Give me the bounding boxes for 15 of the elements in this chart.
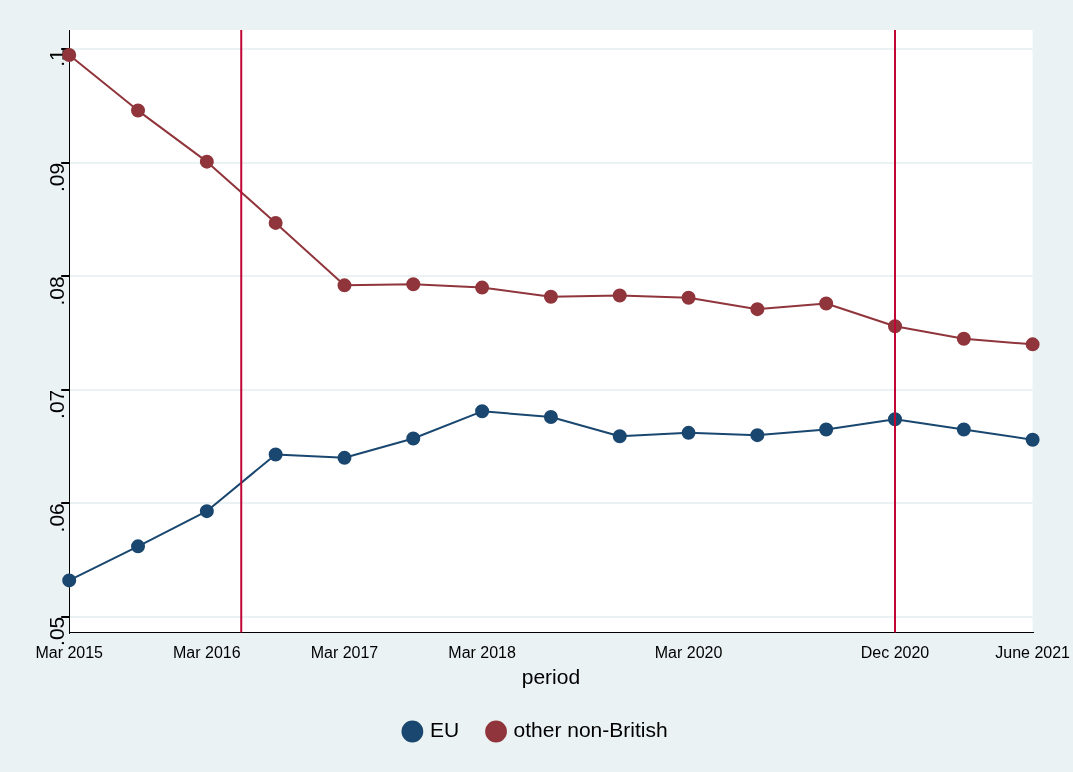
x-axis-title: period xyxy=(521,665,581,689)
x-tick-label: Mar 2016 xyxy=(173,643,241,661)
y-tick-label: .09 xyxy=(45,162,68,192)
x-tick-label: Mar 2018 xyxy=(448,643,516,661)
y-tick-label: .06 xyxy=(45,503,68,533)
legend-label: EU xyxy=(429,718,460,742)
x-tick-label: Mar 2020 xyxy=(654,643,723,661)
x-tick-label: Mar 2017 xyxy=(310,643,379,661)
y-tick-label: .08 xyxy=(45,276,68,306)
y-tick-label: .07 xyxy=(45,389,68,419)
x-tick-label: Dec 2020 xyxy=(860,643,930,661)
x-tick-label: Mar 2015 xyxy=(35,643,104,661)
y-tick-label: .05 xyxy=(45,616,68,646)
x-tick-label: June 2021 xyxy=(995,643,1071,661)
legend-label: other non-British xyxy=(513,718,668,742)
